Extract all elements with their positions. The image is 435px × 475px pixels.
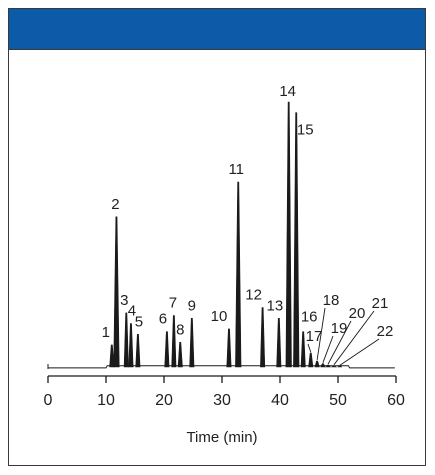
peak-8 [177,342,183,368]
x-tick-label: 30 [213,392,231,409]
peak-leader-20 [327,320,352,365]
peak-label-20: 20 [349,305,366,322]
peak-leader-18 [316,307,326,361]
x-axis-label: Time (min) [186,429,257,446]
peak-17 [308,352,314,368]
peak-label-3: 3 [120,292,128,309]
peak-leader-21 [333,310,375,366]
peak-label-4: 4 [128,303,136,320]
peak-label-15: 15 [297,122,314,139]
peak-13 [276,317,282,368]
x-tick-label: 10 [97,392,115,409]
peak-21 [330,365,338,368]
peak-10 [226,328,232,368]
chromatogram-panel [8,8,426,466]
x-tick-label: 40 [271,392,289,409]
peak-label-14: 14 [279,83,296,100]
peak-label-22: 22 [377,323,394,340]
trace-layer [47,101,395,369]
peak-label-13: 13 [266,297,283,314]
peak-label-19: 19 [331,320,348,337]
header-bar [9,9,425,50]
peak-label-5: 5 [135,313,143,330]
peak-label-8: 8 [176,321,184,338]
peak-label-17: 17 [306,328,323,345]
peak-3 [123,312,129,368]
peak-1 [109,344,115,368]
peak-15 [293,112,300,368]
peak-label-10: 10 [211,308,228,325]
peak-2 [113,216,120,368]
x-tick-label: 50 [329,392,347,409]
peak-6 [164,331,170,368]
x-axis: 0 10 20 30 40 50 60 [44,375,405,409]
peak-9 [189,317,195,368]
peak-leader-19 [322,335,334,363]
peak-19 [320,363,326,368]
peak-leader-22 [339,338,380,366]
peak-leader-17 [307,343,312,353]
peak-label-18: 18 [323,292,340,309]
peak-14 [285,101,292,368]
peak-16 [300,331,306,368]
peak-label-1: 1 [102,324,110,341]
peak-label-21: 21 [372,295,389,312]
peak-5 [135,333,141,368]
peak-11 [235,181,242,368]
peak-label-11: 11 [228,161,244,178]
peak-label-12: 12 [245,287,262,304]
peak-label-2: 2 [111,196,119,213]
peak-7 [171,315,177,368]
baseline-trace [47,364,395,369]
peak-label-6: 6 [159,311,167,328]
peak-label-7: 7 [169,295,177,312]
peak-label-16: 16 [301,309,318,326]
peak-20 [325,364,331,368]
peak-22 [337,366,343,368]
peak-4 [128,323,134,368]
peak-label-9: 9 [188,297,196,314]
x-tick-label: 20 [155,392,173,409]
peak-18 [314,360,320,368]
x-tick-label: 0 [44,392,53,409]
peak-12 [260,307,266,368]
x-tick-label: 60 [387,392,405,409]
